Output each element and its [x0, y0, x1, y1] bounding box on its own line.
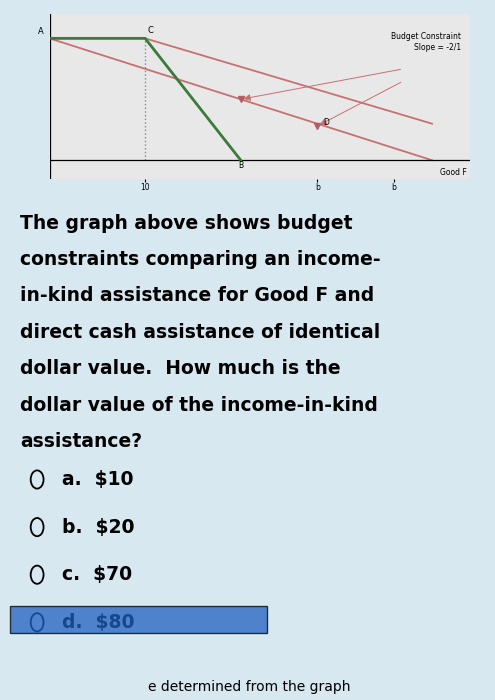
Text: C: C — [147, 26, 153, 35]
Text: dollar value.  How much is the: dollar value. How much is the — [20, 359, 341, 378]
Text: The graph above shows budget: The graph above shows budget — [20, 214, 352, 232]
Text: dollar value of the income-in-kind: dollar value of the income-in-kind — [20, 395, 378, 414]
Text: direct cash assistance of identical: direct cash assistance of identical — [20, 323, 380, 342]
Text: assistance?: assistance? — [20, 432, 142, 451]
Text: constraints comparing an income-: constraints comparing an income- — [20, 250, 381, 269]
Text: b.  $20: b. $20 — [62, 517, 134, 537]
Text: in-kind assistance for Good F and: in-kind assistance for Good F and — [20, 286, 374, 305]
Text: D: D — [323, 118, 329, 127]
Text: e determined from the graph: e determined from the graph — [148, 680, 351, 694]
Text: Good F: Good F — [440, 168, 466, 177]
Text: c.  $70: c. $70 — [62, 565, 132, 584]
Text: d.  $80: d. $80 — [62, 612, 134, 632]
Text: A: A — [38, 27, 44, 36]
Text: a.  $10: a. $10 — [62, 470, 133, 489]
Text: B: B — [238, 160, 244, 169]
Text: Budget Constraint
Slope = -2/1: Budget Constraint Slope = -2/1 — [391, 32, 461, 52]
